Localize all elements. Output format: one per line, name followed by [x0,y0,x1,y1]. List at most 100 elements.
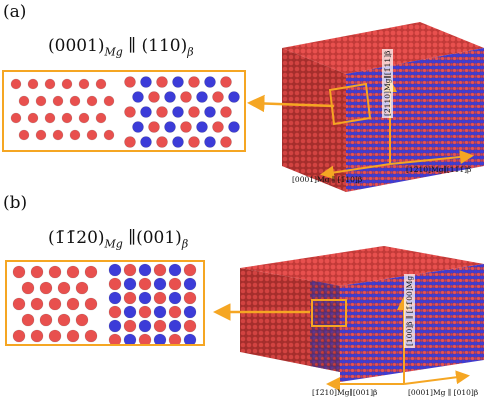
mg-atom [35,95,47,107]
mg-atom [27,78,39,90]
mg-atom [212,91,224,103]
beta-atom [123,277,137,291]
mg-atom [123,291,137,305]
mg-atom [103,129,115,141]
mg-atom [66,297,80,311]
panel-b-label: (b) [3,193,28,213]
mg-atom [44,78,56,90]
beta-atom [172,136,184,148]
mg-atom [78,112,90,124]
mg-atom [12,297,26,311]
panel-a-right-axis [389,150,474,165]
mg-atom [57,313,71,327]
mg-atom [95,112,107,124]
mg-atom [48,265,62,279]
mg-atom [124,106,136,118]
mg-atom [12,265,26,279]
mg-atom [78,78,90,90]
mg-atom [188,106,200,118]
beta-atom [123,305,137,319]
mg-atom [86,129,98,141]
beta-atom [204,136,216,148]
mg-atom [168,305,182,319]
mg-atom [138,277,152,291]
beta-atom [140,106,152,118]
mg-atom [123,319,137,333]
beta-atom [108,291,122,305]
mg-atom [124,76,136,88]
mg-atom [61,78,73,90]
beta-atom [140,76,152,88]
panel-a-crystal-block [247,22,484,192]
mg-atom [95,78,107,90]
beta-atom [183,333,197,344]
mg-atom [61,112,73,124]
mg-atom [138,305,152,319]
mg-atom [69,129,81,141]
mg-atom [183,291,197,305]
mg-atom [212,121,224,133]
beta-atom [138,291,152,305]
panel-b-right-axis [403,370,470,385]
mg-atom [156,136,168,148]
panel-a-bottom-left-direction-label: [0001]Mg ∥ [1̄10]β [292,175,363,184]
panel-b-plane-title: (1̄1̄20)Mg ∥(001)β [48,228,189,251]
mg-atom [75,313,89,327]
mg-atom [183,319,197,333]
mg-atom [108,305,122,319]
mg-atom [30,329,44,343]
mg-atom [153,319,167,333]
panel-a-selection-box [328,82,372,126]
beta-atom [196,91,208,103]
mg-atom [156,106,168,118]
mg-atom [21,313,35,327]
beta-atom [228,121,240,133]
mg-atom [103,95,115,107]
mg-atom [168,277,182,291]
mg-atom [183,263,197,277]
beta-atom [204,106,216,118]
beta-atom [123,333,137,344]
beta-atom [204,76,216,88]
mg-atom [69,95,81,107]
beta-atom [164,91,176,103]
panel-b-inset-atoms [12,263,197,344]
beta-atom [132,121,144,133]
mg-atom [123,263,137,277]
panel-a-vertical-direction-label: [2̄110]Mg∥[1̄11]β [382,48,393,118]
mg-atom [153,291,167,305]
panel-a-block-top [282,22,484,74]
beta-atom [183,305,197,319]
mg-atom [30,265,44,279]
mg-atom [39,281,53,295]
beta-atom [168,319,182,333]
mg-atom [30,297,44,311]
panel-b-bottom-left-direction-label: [1̄2̄10]Mg∥[001]β [312,388,378,397]
panel-a-inset [2,70,246,152]
beta-atom [183,277,197,291]
mg-atom [180,121,192,133]
beta-atom [108,263,122,277]
panel-b-inset [5,260,205,346]
beta-atom [132,91,144,103]
mg-atom [48,329,62,343]
mg-atom [39,313,53,327]
mg-atom [220,76,232,88]
mg-atom [35,129,47,141]
mg-atom [156,76,168,88]
mg-atom [188,136,200,148]
mg-atom [84,265,98,279]
mg-atom [18,95,30,107]
beta-atom [168,291,182,305]
mg-atom [57,281,71,295]
panel-a-inset-atoms [10,76,240,148]
panel-b-block-top [240,246,484,286]
beta-atom [140,136,152,148]
panel-b-bottom-right-direction-label: [0001]Mg ∥ [010]β [408,388,479,397]
panel-b-selection-box [311,299,347,327]
mg-atom [220,136,232,148]
beta-atom [153,333,167,344]
beta-atom [108,319,122,333]
beta-atom [168,263,182,277]
mg-atom [48,297,62,311]
